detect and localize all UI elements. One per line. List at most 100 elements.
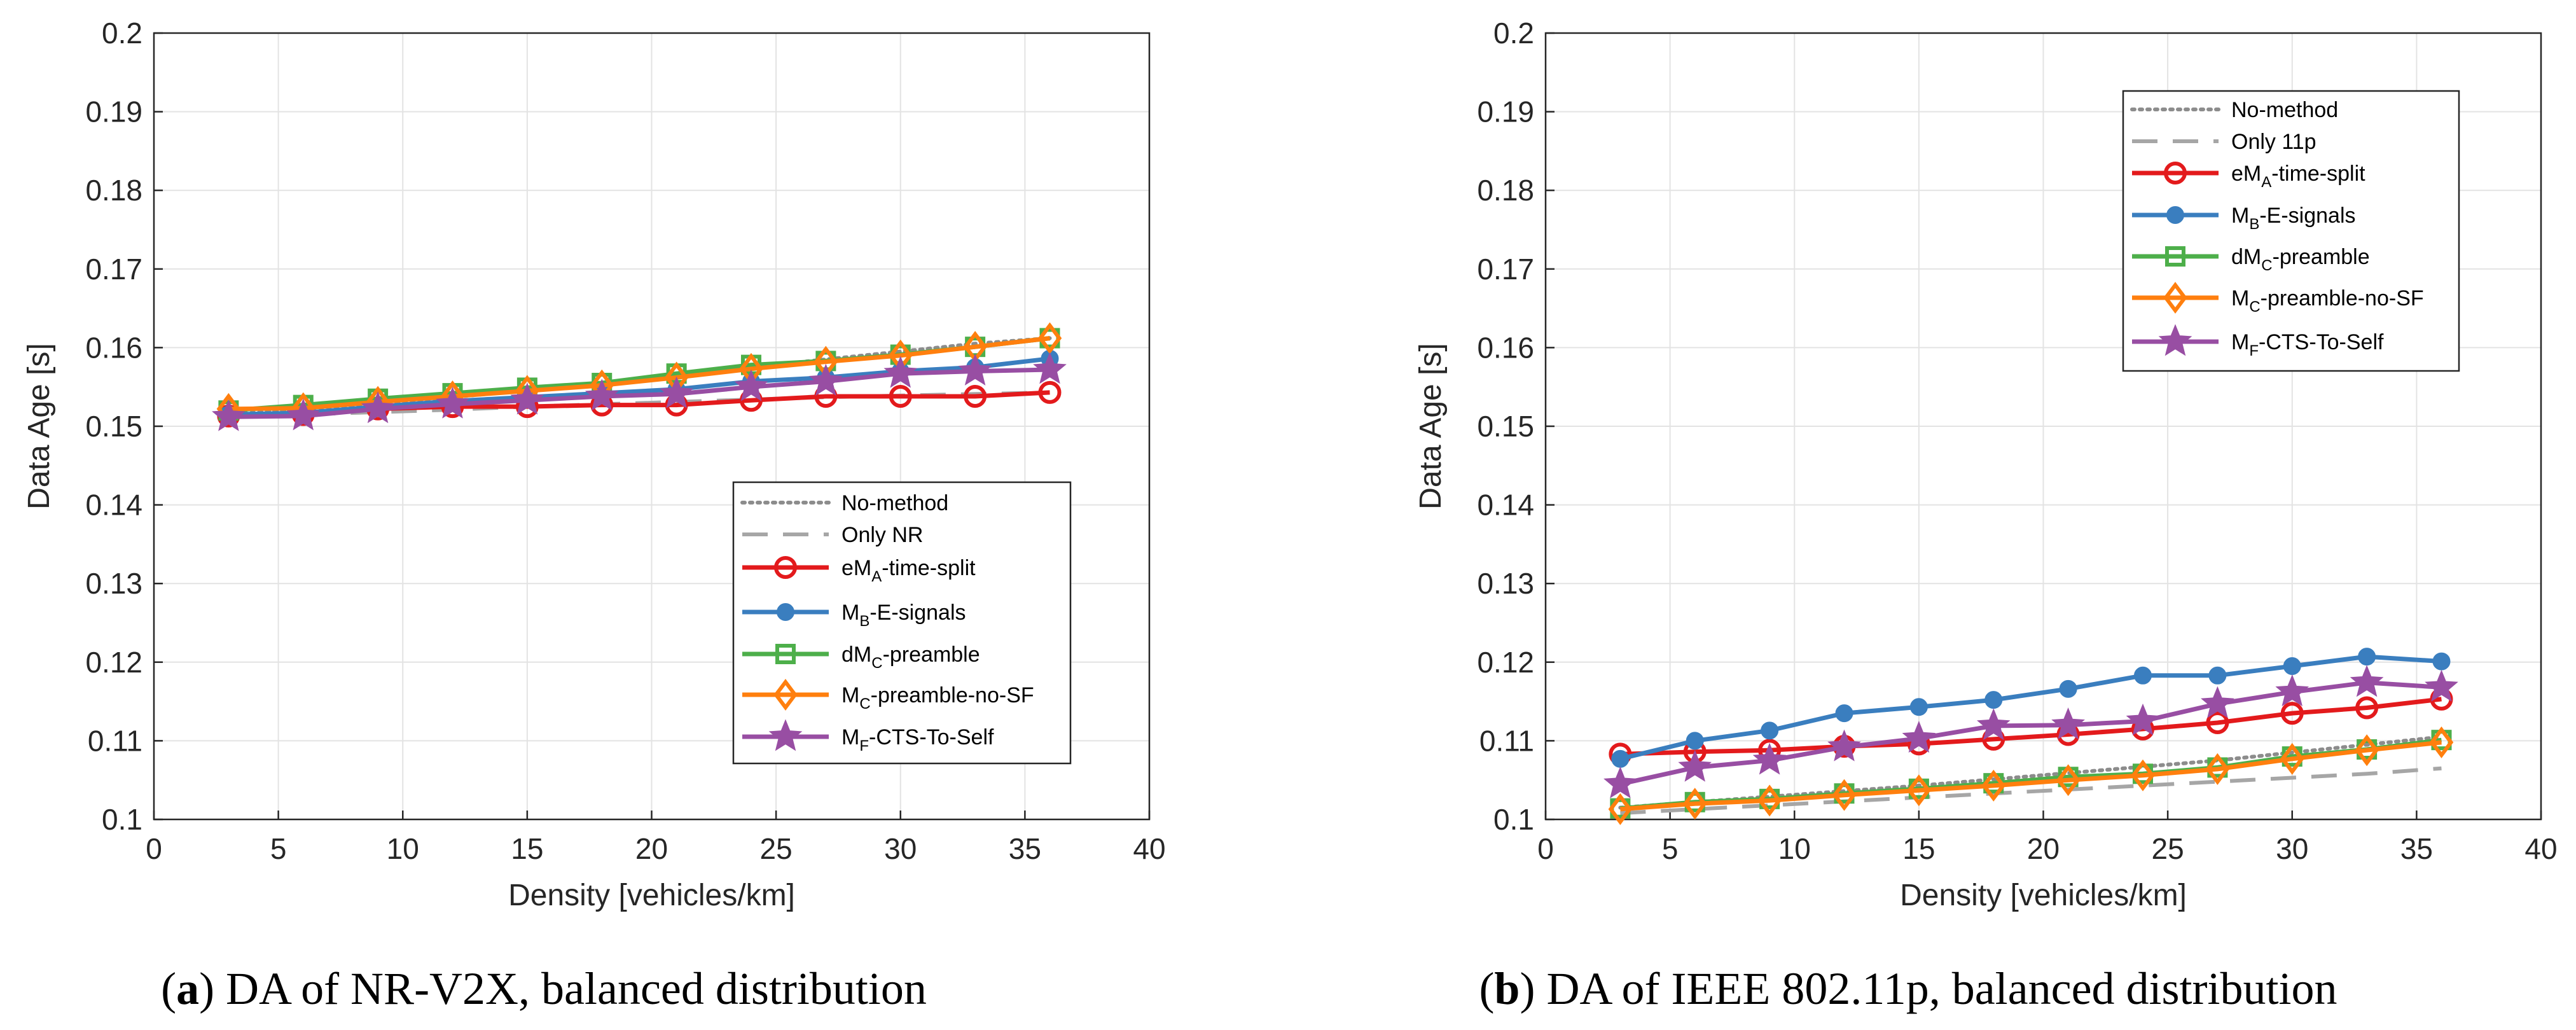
- data-point-mb: [1611, 749, 1630, 768]
- legend-label-dmc: dMC-preamble: [2231, 245, 2370, 274]
- legend-marker-mf: [2158, 324, 2192, 356]
- y-tick-label: 0.14: [85, 489, 142, 522]
- series-line-mc: [1620, 740, 2442, 812]
- legend-marker-ema: [774, 556, 797, 579]
- data-point-mb: [2283, 657, 2301, 675]
- data-point-mb: [2134, 666, 2152, 685]
- data-point-mf: [1976, 708, 2011, 741]
- data-point-ema: [889, 385, 912, 408]
- x-tick-label: 0: [146, 832, 162, 865]
- data-point-mc: [1757, 784, 1782, 817]
- x-tick-label: 20: [2027, 832, 2060, 865]
- series-line-ema: [1620, 697, 2442, 756]
- data-point-mf: [510, 382, 544, 415]
- legend-label-mc: MC-preamble-no-SF: [841, 683, 1034, 713]
- caption-a: (a) DA of NR-V2X, balanced distribution: [161, 963, 927, 1014]
- x-tick-label: 30: [884, 832, 917, 865]
- legend-label-mb: MB-E-signals: [841, 601, 966, 630]
- data-point-mc: [1608, 793, 1633, 825]
- caption-b-letter: b: [1494, 963, 1520, 1014]
- legend-marker-mc: [2163, 282, 2187, 314]
- y-tick-label: 0.1: [102, 803, 142, 836]
- data-point-mf: [660, 376, 693, 408]
- data-point-mb: [2208, 666, 2227, 685]
- legend-marker-mc: [773, 679, 798, 711]
- legend-box: [2122, 90, 2460, 372]
- data-point-mc: [2429, 726, 2454, 758]
- data-point-mc: [2056, 764, 2081, 797]
- series-only: [1620, 766, 2442, 816]
- y-tick-label: 0.19: [85, 95, 142, 129]
- data-point-mf: [1902, 721, 1936, 753]
- x-tick-label: 25: [2152, 832, 2184, 865]
- data-point-mc: [1907, 774, 1931, 807]
- data-point-ema: [2280, 702, 2304, 725]
- data-point-mf: [436, 386, 469, 419]
- series-ema: [1609, 687, 2453, 766]
- legend-marker-dmc: [2165, 246, 2185, 267]
- legend-box: [732, 481, 1072, 765]
- data-point-ema: [2355, 696, 2379, 720]
- y-tick-label: 0.11: [88, 724, 142, 757]
- x-tick-label: 40: [1133, 832, 1165, 865]
- data-point-mb: [1909, 698, 1928, 716]
- data-point-mf: [1827, 729, 1861, 762]
- data-point-mc: [2131, 759, 2155, 791]
- data-point-mf: [2051, 707, 2085, 740]
- y-tick-label: 0.17: [1477, 253, 1534, 286]
- data-point-mf: [1603, 766, 1637, 798]
- x-axis-label: Density [vehicles/km]: [1900, 879, 2187, 912]
- y-tick-label: 0.1: [1493, 803, 1534, 836]
- series-mc: [1608, 726, 2454, 825]
- data-point-mb: [2358, 648, 2376, 666]
- legend: No-method Only NR eMA-time-split MB-E-signa…: [732, 481, 1072, 765]
- series-line-mc: [228, 336, 1050, 412]
- legend-marker-mf: [768, 719, 803, 751]
- legend-label-only: Only NR: [841, 523, 923, 547]
- x-tick-label: 35: [2400, 832, 2433, 865]
- legend-label-only: Only 11p: [2231, 130, 2316, 154]
- data-point-mb: [1984, 691, 2003, 709]
- legend: No-method Only 11p eMA-time-split MB-E-sign…: [2122, 90, 2460, 372]
- legend-label-mf: MF-CTS-To-Self: [2231, 330, 2384, 359]
- legend-marker-dmc: [775, 644, 796, 664]
- data-point-mf: [883, 356, 918, 388]
- data-point-mb: [2059, 679, 2077, 698]
- data-point-mc: [2355, 734, 2379, 767]
- legend-label-mc: MC-preamble-no-SF: [2231, 286, 2424, 316]
- x-tick-label: 5: [1662, 832, 1679, 865]
- x-tick-label: 25: [760, 832, 793, 865]
- series-mf: [212, 352, 1067, 431]
- x-tick-label: 10: [387, 832, 419, 865]
- y-tick-label: 0.11: [1479, 724, 1534, 757]
- x-tick-label: 30: [2276, 832, 2308, 865]
- data-point-mf: [585, 379, 619, 411]
- data-point-ema: [964, 385, 987, 408]
- y-tick-label: 0.13: [85, 567, 142, 600]
- y-tick-label: 0.12: [85, 646, 142, 679]
- data-point-mc: [1981, 769, 2005, 802]
- series-mf: [1603, 665, 2458, 798]
- y-tick-label: 0.19: [1477, 95, 1534, 129]
- legend-label-mf: MF-CTS-To-Self: [841, 725, 994, 755]
- caption-b-text: ) DA of IEEE 802.11p, balanced distribut…: [1520, 963, 2337, 1014]
- y-tick-label: 0.18: [1477, 174, 1534, 207]
- x-tick-label: 5: [270, 832, 287, 865]
- data-point-mf: [958, 353, 992, 386]
- y-tick-label: 0.13: [1477, 567, 1534, 600]
- caption-b: (b) DA of IEEE 802.11p, balanced distrib…: [1479, 963, 2337, 1014]
- data-point-mb: [1761, 721, 1779, 740]
- data-point-mb: [2432, 652, 2451, 671]
- y-tick-label: 0.12: [1477, 646, 1534, 679]
- x-axis-label: Density [vehicles/km]: [508, 879, 795, 912]
- data-point-mf: [1752, 742, 1787, 775]
- data-point-mf: [1033, 352, 1067, 384]
- y-tick-label: 0.16: [85, 331, 142, 364]
- series-line-mb: [1619, 654, 2442, 762]
- legend-label-dmc: dMC-preamble: [841, 643, 980, 672]
- data-point-mf: [2201, 686, 2234, 718]
- data-point-mc: [2205, 753, 2230, 785]
- y-tick-label: 0.2: [1493, 17, 1534, 50]
- y-tick-label: 0.15: [85, 410, 142, 443]
- data-point-mb: [1835, 704, 1853, 723]
